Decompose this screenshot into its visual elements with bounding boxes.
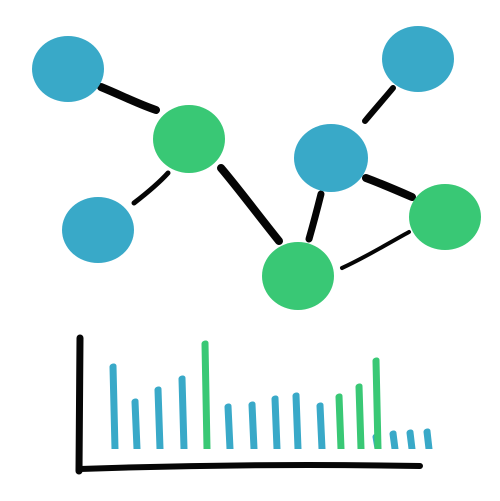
chart-bar-10	[316, 402, 326, 449]
blue-node-top-left	[32, 36, 104, 102]
chart-bar-6	[224, 403, 234, 449]
chart-bar-9	[292, 392, 302, 449]
chart-y-axis-line	[75, 334, 84, 475]
edge-top-left-to-upper-middle	[97, 83, 160, 114]
chart-bar-2	[131, 398, 141, 449]
edge-middle-right-to-green-right	[362, 174, 416, 201]
green-node-right	[409, 184, 481, 250]
chart-bar-3	[154, 386, 164, 449]
green-node-bottom-center	[262, 242, 334, 310]
chart-bar-4	[178, 375, 188, 449]
chart-x-axis-line	[77, 462, 423, 472]
network-nodes	[32, 26, 481, 310]
blue-node-top-right	[382, 26, 454, 92]
blue-node-lower-left	[62, 197, 134, 263]
network-edges	[97, 83, 416, 270]
blue-node-middle-right	[294, 124, 368, 192]
chart-bar-7	[248, 401, 258, 449]
green-node-upper-middle	[153, 105, 225, 173]
edge-lower-left-to-upper-middle	[131, 170, 171, 206]
mini-bar-chart	[75, 334, 433, 475]
chart-bar-8	[271, 395, 281, 449]
chart-bar-12	[355, 383, 365, 449]
edge-top-right-to-middle-right	[362, 85, 396, 124]
chart-bar-15	[406, 429, 416, 449]
chart-bar-1	[109, 363, 119, 449]
chart-bar-11	[335, 393, 345, 449]
chart-bar-5	[201, 340, 211, 449]
edge-middle-right-to-bottom-center	[305, 190, 325, 243]
chart-bar-17	[372, 357, 382, 449]
chart-bar-16	[423, 428, 433, 449]
edge-bottom-center-to-green-right	[340, 230, 411, 270]
chart-bar-14	[389, 430, 399, 449]
edge-upper-middle-to-bottom-center	[217, 164, 283, 245]
